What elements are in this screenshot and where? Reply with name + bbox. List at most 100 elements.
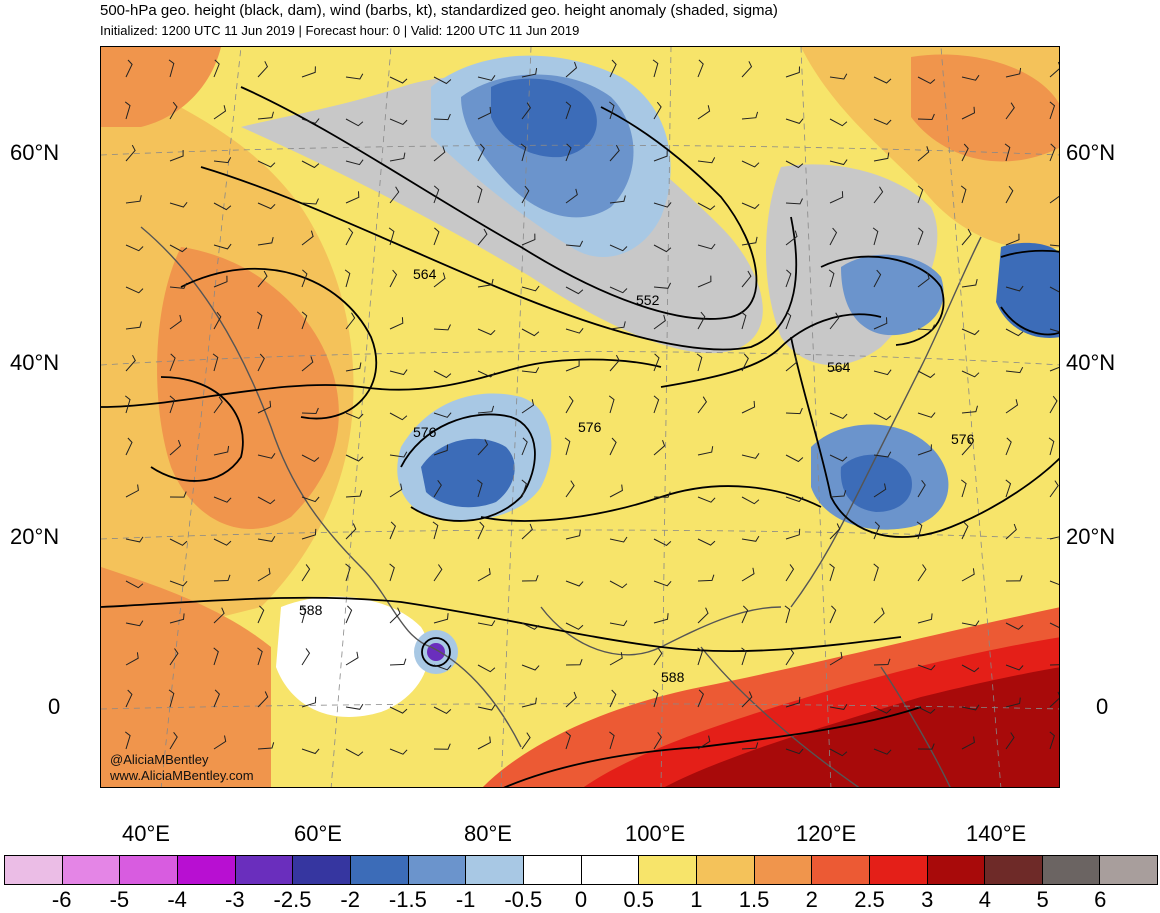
wind-barb [697, 202, 716, 211]
wind-barb [961, 664, 980, 673]
wind-barb [257, 236, 274, 246]
wind-barb [345, 362, 362, 372]
wind-barb [697, 396, 708, 414]
wind-barb [609, 731, 615, 750]
wind-barb [873, 748, 892, 755]
colorbar-tick-label: -5 [109, 887, 130, 912]
wind-barb [785, 528, 801, 540]
wind-barb [125, 244, 144, 252]
colorbar-tick-label: 3 [921, 887, 934, 912]
wind-barb [521, 732, 531, 750]
wind-barb [873, 118, 892, 125]
wind-barb [917, 324, 935, 331]
wind-barb [961, 228, 972, 246]
wind-barb [168, 689, 175, 708]
contour-label: 564 [413, 266, 437, 282]
wind-barb [301, 269, 308, 288]
anomaly-west-orange [157, 247, 339, 529]
wind-barb [609, 484, 623, 498]
wind-barb [389, 706, 408, 714]
wind-barb [124, 731, 131, 750]
wind-barb [433, 613, 449, 624]
wind-barb [257, 567, 271, 582]
wind-barb [345, 703, 364, 710]
wind-barb [829, 191, 844, 204]
wind-barb [257, 202, 276, 210]
wind-barb [476, 185, 483, 204]
wind-barb [784, 605, 791, 624]
wind-barb [873, 269, 882, 288]
wind-barb [1049, 395, 1058, 414]
wind-barb [169, 353, 176, 372]
wind-barb [565, 622, 584, 630]
wind-barb [1049, 691, 1059, 708]
wind-barb [565, 480, 575, 498]
wind-barb [301, 748, 320, 755]
wind-barb [345, 651, 359, 666]
coastline-west [140, 226, 432, 648]
wind-barb [565, 240, 584, 247]
wind-barb [521, 697, 537, 708]
wind-barb [565, 188, 578, 204]
contour-label: 576 [578, 419, 602, 435]
wind-barb [829, 748, 848, 757]
wind-barb [213, 538, 232, 546]
wind-barb [125, 652, 139, 666]
colorbar-tick-label: 4 [978, 887, 992, 912]
wind-barb [389, 317, 404, 330]
wind-barb [565, 286, 584, 295]
wind-barb [917, 479, 926, 498]
colorbar-tick-label: -3 [225, 887, 245, 912]
wind-barb [345, 490, 363, 498]
wind-barb [301, 564, 311, 582]
wind-barb [1005, 697, 1021, 708]
wind-barb [169, 580, 188, 587]
wind-barb [961, 106, 976, 120]
wind-barb [609, 59, 617, 78]
wind-barb [257, 453, 276, 459]
wind-barb [257, 160, 276, 168]
wind-barb [433, 324, 451, 331]
wind-barb [301, 648, 311, 666]
wind-barb [389, 563, 395, 582]
lat-label-right: 40°N [1066, 350, 1116, 375]
wind-barb [1049, 286, 1059, 293]
wind-barb [653, 395, 660, 414]
credit-handle: @AliciaMBentley [110, 752, 209, 767]
wind-barb [565, 691, 577, 708]
colorbar-swatch [466, 856, 524, 884]
wind-barb [653, 244, 672, 253]
wind-barb [301, 528, 317, 540]
wind-barb [345, 227, 354, 246]
wind-barb [1049, 580, 1059, 586]
wind-barb [125, 484, 139, 498]
map-panel[interactable]: 564 552 564 576 576 576 588 588 [100, 46, 1060, 788]
wind-barb [565, 360, 580, 372]
wind-barb [169, 491, 187, 498]
wind-barb [168, 59, 175, 78]
coastline-indonesia [700, 646, 951, 787]
lat-label-right: 20°N [1066, 524, 1116, 549]
wind-barb [565, 395, 574, 414]
wind-barb [213, 59, 220, 78]
wind-barb [477, 328, 496, 336]
wind-barb [828, 269, 835, 288]
anomaly-tibet-core [421, 438, 515, 508]
wind-barb [741, 742, 759, 750]
wind-barb [741, 202, 760, 210]
wind-barb [697, 496, 716, 503]
wind-barb [257, 742, 275, 750]
wind-barb [1005, 328, 1024, 337]
wind-barb [257, 270, 268, 288]
wind-barb [785, 696, 801, 708]
wind-barb [169, 613, 185, 624]
wind-barb [521, 437, 528, 456]
wind-barb [961, 278, 978, 288]
wind-barb [389, 269, 398, 288]
wind-barb [873, 563, 879, 582]
wind-barb [213, 105, 227, 120]
credit-website[interactable]: www.AliciaMBentley.com [110, 768, 254, 783]
wind-barb [917, 185, 924, 204]
wind-barb [1049, 480, 1059, 498]
wind-barb [697, 446, 714, 456]
